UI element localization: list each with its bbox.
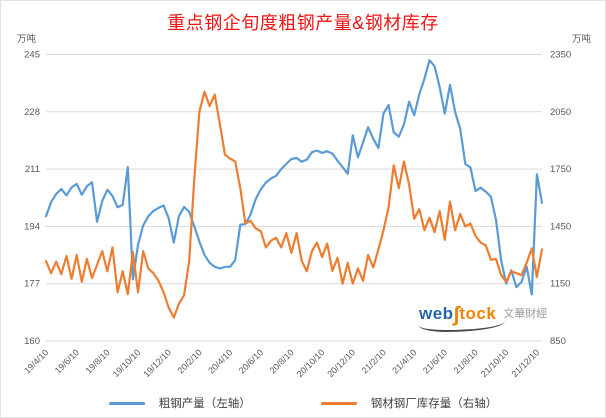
x-axis-tick-label: 19/10/10	[111, 347, 143, 379]
x-axis-tick-label: 19/6/10	[53, 347, 81, 375]
chart-legend: 粗钢产量（左轴） 钢材钢厂库存量（右轴）	[1, 395, 605, 411]
right-axis-tick-label: 1150	[550, 279, 570, 290]
chart-title: 重点钢企旬度粗钢产量&钢材库存	[167, 13, 439, 33]
watermark-web-text: web	[419, 304, 454, 323]
right-axis-tick-label: 1750	[550, 164, 571, 175]
left-axis-tick-label: 177	[24, 279, 40, 290]
right-axis-unit-label: 万吨	[571, 34, 591, 45]
x-axis-tick-label: 20/12/10	[325, 347, 357, 379]
x-axis-tick-label: 19/4/10	[22, 347, 50, 375]
x-axis-tick-label: 19/8/10	[83, 347, 111, 375]
legend-line-sample-blue	[108, 401, 145, 405]
series-line-inventory[interactable]	[44, 90, 544, 319]
x-axis-tick-label: 21/4/10	[390, 347, 418, 375]
x-axis-tick-label: 21/8/10	[452, 347, 480, 375]
legend-line-sample-orange	[320, 401, 357, 405]
left-axis-tick-label: 245	[24, 50, 40, 61]
series-line-production[interactable]	[44, 59, 544, 296]
left-axis-tick-label: 160	[24, 336, 40, 347]
x-axis-tick-label: 21/6/10	[421, 347, 449, 375]
watermark-swoosh-s-icon: ∫	[453, 303, 460, 326]
x-axis-tick-label: 21/12/10	[509, 347, 541, 379]
left-axis-tick-label: 211	[25, 164, 40, 175]
x-axis-tick-label: 20/6/10	[237, 347, 265, 375]
x-axis-tick-label: 20/8/10	[268, 347, 296, 375]
right-axis-tick-label: 2350	[550, 50, 571, 61]
right-axis-tick-label: 1450	[550, 221, 571, 232]
x-axis-tick-label: 21/2/10	[360, 347, 388, 375]
x-axis-tick-label: 19/12/10	[141, 347, 173, 379]
right-axis-tick-label: 850	[550, 336, 566, 347]
x-axis-tick-label: 20/2/10	[176, 347, 204, 375]
x-axis-tick-label: 20/4/10	[206, 347, 234, 375]
legend-item-production[interactable]: 粗钢产量（左轴）	[108, 395, 251, 411]
watermark-cn-text: 文華財經	[503, 308, 548, 320]
left-axis-tick-label: 228	[24, 107, 40, 118]
legend-label-production: 粗钢产量（左轴）	[158, 398, 251, 410]
watermark: web∫tock 文華財經	[419, 301, 589, 335]
right-axis-tick-label: 2050	[550, 107, 571, 118]
watermark-tock-text: tock	[459, 304, 497, 323]
x-axis-tick-label: 21/10/10	[479, 347, 511, 379]
watermark-swoosh-underline	[419, 320, 505, 332]
left-axis-tick-label: 194	[24, 221, 40, 232]
x-axis-tick-label: 20/10/10	[295, 347, 327, 379]
left-axis-unit-label: 万吨	[17, 34, 37, 45]
legend-label-inventory: 钢材钢厂库存量（右轴）	[370, 398, 498, 410]
legend-item-inventory[interactable]: 钢材钢厂库存量（右轴）	[320, 395, 498, 411]
